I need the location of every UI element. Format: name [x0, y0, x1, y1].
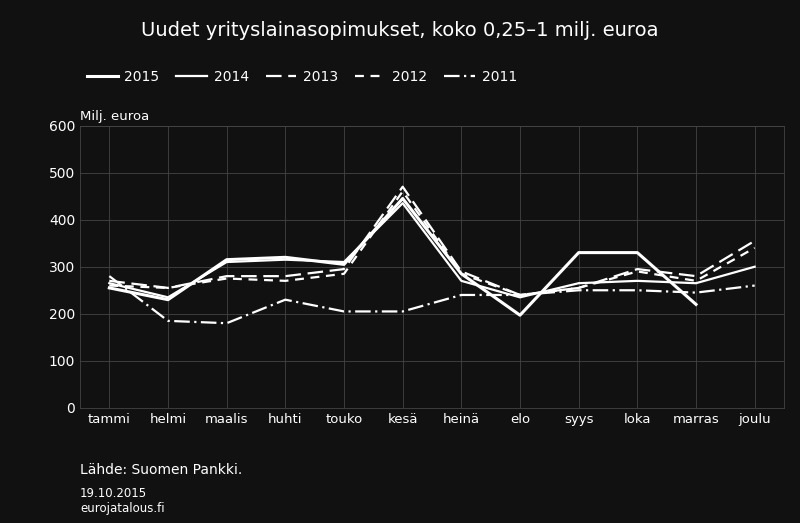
2011	[398, 309, 407, 315]
2013	[750, 237, 759, 244]
2012	[281, 278, 290, 284]
2013	[633, 266, 642, 272]
2014	[633, 278, 642, 284]
2011	[691, 290, 701, 296]
2011	[457, 292, 466, 298]
2012	[222, 275, 231, 281]
2013	[339, 266, 349, 272]
2014	[105, 280, 114, 287]
2012	[105, 282, 114, 289]
2012	[163, 285, 173, 291]
2014	[574, 280, 583, 287]
2011	[281, 297, 290, 303]
Line: 2014: 2014	[110, 203, 754, 297]
Line: 2013: 2013	[110, 187, 754, 295]
2014	[691, 280, 701, 287]
2014	[222, 259, 231, 265]
2012	[691, 278, 701, 284]
2015	[457, 271, 466, 277]
2012	[574, 285, 583, 291]
2011	[515, 292, 525, 298]
2013	[163, 285, 173, 291]
2013	[398, 184, 407, 190]
2012	[457, 271, 466, 277]
2011	[105, 273, 114, 279]
2013	[691, 273, 701, 279]
2013	[281, 273, 290, 279]
2015	[515, 312, 525, 319]
Line: 2012: 2012	[110, 191, 754, 295]
2014	[515, 294, 525, 300]
2015	[281, 254, 290, 260]
2013	[574, 285, 583, 291]
2014	[398, 200, 407, 206]
2013	[457, 268, 466, 275]
2015	[105, 285, 114, 291]
2012	[633, 268, 642, 275]
2011	[222, 320, 231, 326]
2015	[222, 256, 231, 263]
2012	[398, 188, 407, 195]
2014	[163, 294, 173, 300]
2014	[750, 264, 759, 270]
2014	[457, 278, 466, 284]
2011	[339, 309, 349, 315]
Text: Lähde: Suomen Pankki.: Lähde: Suomen Pankki.	[80, 463, 242, 477]
Line: 2011: 2011	[110, 276, 754, 323]
2013	[222, 273, 231, 279]
Text: Milj. euroa: Milj. euroa	[80, 110, 150, 123]
2012	[515, 292, 525, 298]
2015	[339, 261, 349, 267]
2013	[515, 292, 525, 298]
Line: 2015: 2015	[110, 199, 696, 315]
2015	[398, 196, 407, 202]
2012	[750, 245, 759, 251]
Legend: 2015, 2014, 2013, 2012, 2011: 2015, 2014, 2013, 2012, 2011	[87, 70, 517, 84]
2015	[163, 297, 173, 303]
2015	[633, 249, 642, 256]
Text: 19.10.2015: 19.10.2015	[80, 487, 147, 501]
Text: eurojatalous.fi: eurojatalous.fi	[80, 502, 165, 515]
2011	[750, 282, 759, 289]
2015	[691, 301, 701, 308]
2014	[339, 259, 349, 265]
2012	[339, 271, 349, 277]
2013	[105, 278, 114, 284]
2011	[574, 287, 583, 293]
Text: Uudet yrityslainasopimukset, koko 0,25–1 milj. euroa: Uudet yrityslainasopimukset, koko 0,25–1…	[142, 21, 658, 40]
2015	[574, 249, 583, 256]
2011	[633, 287, 642, 293]
2011	[163, 317, 173, 324]
2014	[281, 256, 290, 263]
